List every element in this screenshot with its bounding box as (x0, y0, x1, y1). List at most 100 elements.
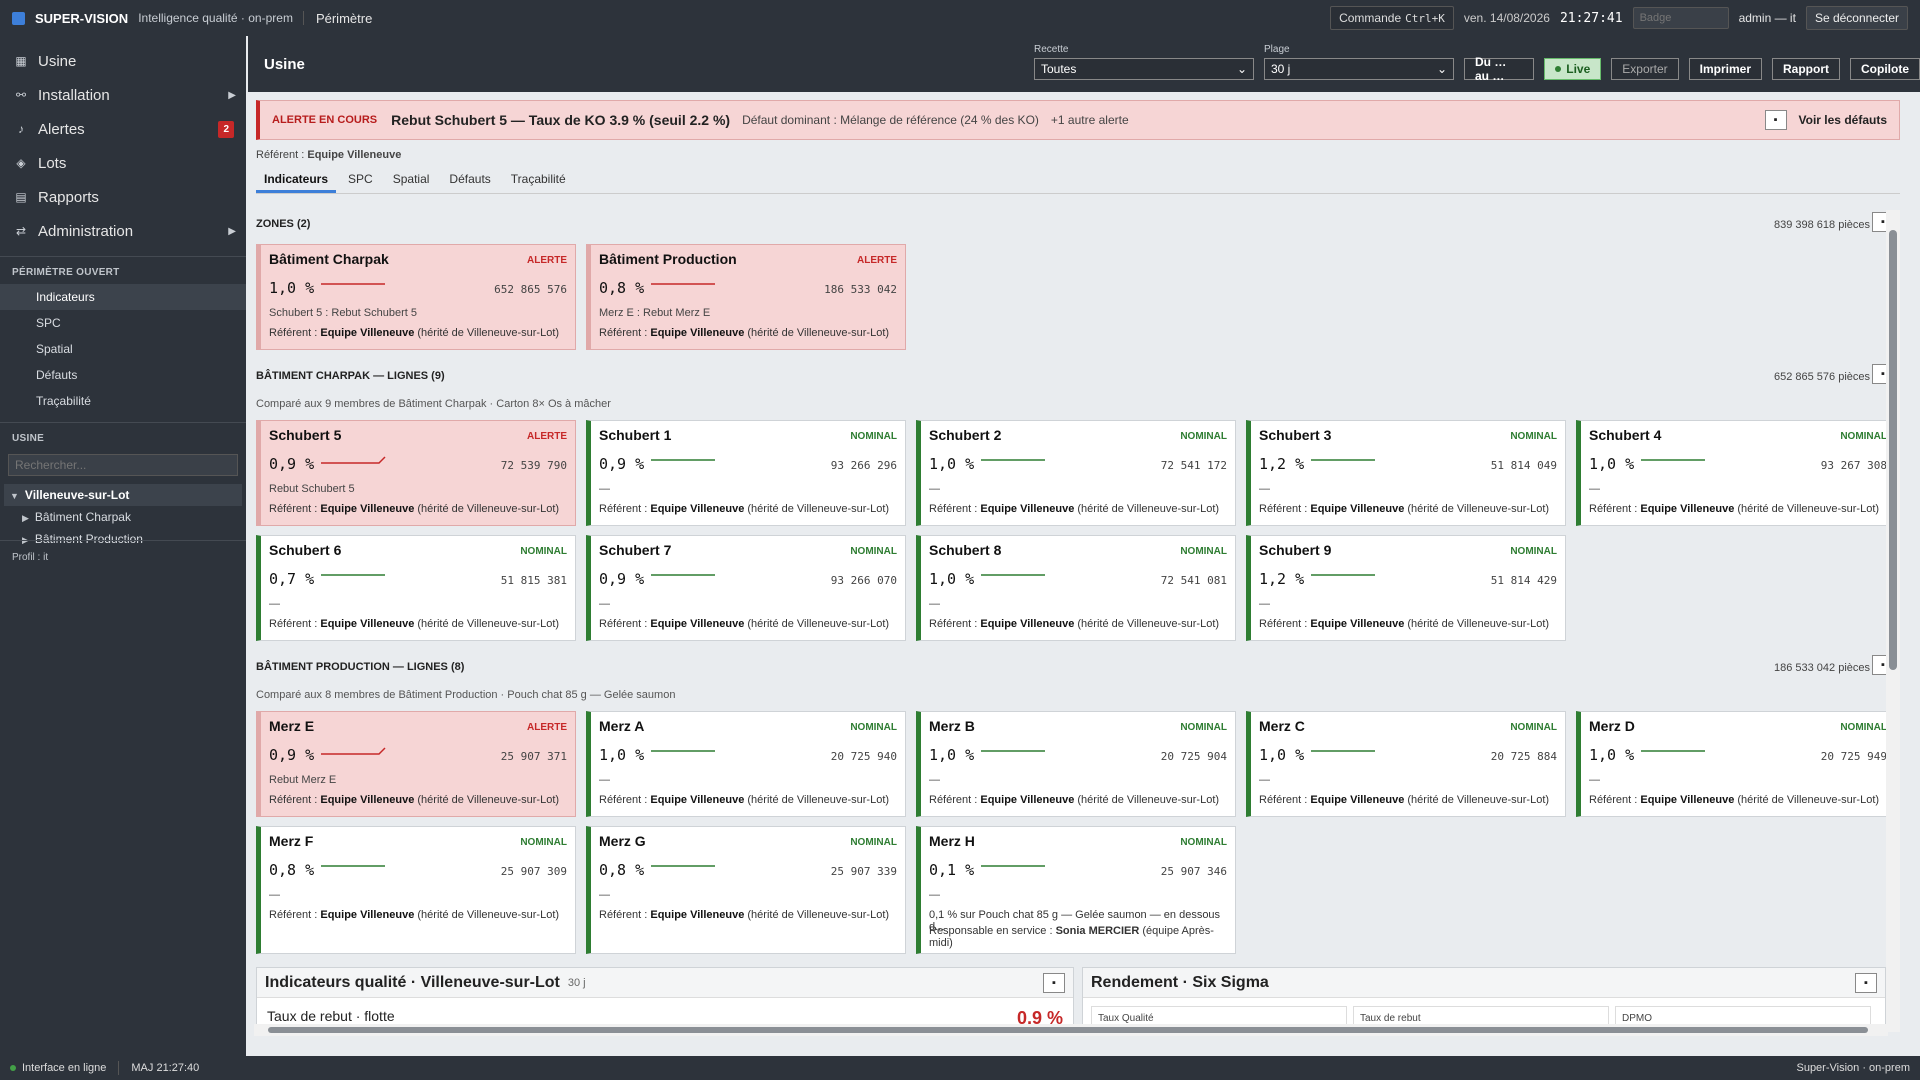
layers-icon: ◈ (16, 156, 26, 170)
line-card[interactable]: Schubert 1 NOMINAL 0,9 % 93 266 296 — Référen… (586, 420, 906, 526)
line-card[interactable]: Merz B NOMINAL 1,0 % 20 725 904 — Référent : … (916, 711, 1236, 817)
bell-icon: ♪ (18, 122, 24, 136)
line-card[interactable]: Merz F NOMINAL 0,8 % 25 907 309 — Référent : … (256, 826, 576, 954)
nav-item-installation[interactable]: ⚯ Installation ▶ (0, 78, 246, 112)
expand-arrow-icon: ▶ (228, 225, 236, 237)
referent-line: Référent : Equipe Villeneuve (256, 149, 401, 161)
line-card[interactable]: Merz H NOMINAL 0,1 % 25 907 346 — 0,1 % sur P… (916, 826, 1236, 954)
export-button[interactable]: Exporter (1611, 58, 1679, 80)
comment-icon[interactable]: ▪ (1764, 110, 1787, 130)
referent-team: Equipe Villeneuve (1310, 503, 1405, 515)
sparkline (981, 574, 1045, 576)
status-badge: ALERTE (857, 255, 897, 266)
referent-label: Référent : (929, 618, 978, 630)
chevron-down-icon: ⌄ (1436, 62, 1447, 76)
status-badge: NOMINAL (1180, 722, 1227, 733)
nav-label: Lots (38, 154, 67, 172)
section-title-production: BÂTIMENT PRODUCTION — LIGNES (8) (256, 661, 465, 673)
line-card[interactable]: Bâtiment Charpak ALERTE 1,0 % 652 865 576 Sc… (256, 244, 576, 350)
line-card[interactable]: Schubert 8 NOMINAL 1,0 % 72 541 081 — Référen… (916, 535, 1236, 641)
card-rate: 1,0 % (1589, 746, 1635, 764)
line-card[interactable]: Merz G NOMINAL 0,8 % 25 907 339 — Référent : … (586, 826, 906, 954)
nav-item-usine[interactable]: ▦ Usine (0, 44, 246, 78)
referent-label: Référent : (1589, 503, 1638, 515)
referent-value: Equipe Villeneuve (307, 149, 402, 161)
referent-label: Référent : (269, 794, 318, 806)
command-label: Commande (1339, 11, 1402, 25)
report-button[interactable]: Rapport (1772, 58, 1840, 80)
card-rate: 0,9 % (599, 570, 645, 588)
status-badge: NOMINAL (1180, 546, 1227, 557)
sidebar-item-defauts[interactable]: Défauts (36, 368, 78, 382)
live-button[interactable]: Live (1544, 58, 1602, 80)
comment-icon[interactable]: ▪ (1855, 972, 1877, 993)
line-card[interactable]: Merz D NOMINAL 1,0 % 20 725 949 — Référent : … (1576, 711, 1896, 817)
nodes-icon: ⚯ (15, 88, 27, 102)
referent-suffix: (hérité de Villeneuve-sur-Lot) (747, 503, 890, 515)
plage-select[interactable]: 30 j ⌄ (1264, 58, 1454, 80)
comment-icon[interactable]: ▪ (1043, 972, 1065, 993)
line-card[interactable]: Merz E ALERTE 0,9 % 25 907 371 Rebut Merz E R… (256, 711, 576, 817)
referent-label: Référent : (269, 327, 318, 339)
referent-team: Equipe Villeneuve (1310, 618, 1405, 630)
plage-label: Plage (1264, 44, 1290, 55)
sparkline (1641, 459, 1705, 461)
copilot-button[interactable]: Copilote (1850, 58, 1920, 80)
view-defects-link[interactable]: Voir les défauts (1798, 113, 1887, 127)
horizontal-scrollbar[interactable] (254, 1024, 1888, 1036)
line-card[interactable]: Schubert 9 NOMINAL 1,2 % 51 814 429 — Référen… (1246, 535, 1566, 641)
referent-label: Référent : (599, 794, 648, 806)
tab-defauts[interactable]: Défauts (449, 172, 491, 186)
recette-value: Toutes (1041, 62, 1077, 76)
sidebar-item-spatial[interactable]: Spatial (36, 342, 73, 356)
card-note: Schubert 5 : Rebut Schubert 5 (269, 307, 417, 319)
perimetre-link[interactable]: Périmètre (315, 10, 373, 26)
logout-button[interactable]: Se déconnecter (1805, 6, 1908, 30)
nav-item-lots[interactable]: ◈ Lots (0, 146, 246, 180)
line-card[interactable]: Schubert 7 NOMINAL 0,9 % 93 266 070 — Référen… (586, 535, 906, 641)
nav-item-alertes[interactable]: ♪ Alertes 2 (0, 112, 246, 146)
referent-suffix: (hérité de Villeneuve-sur-Lot) (1737, 503, 1880, 515)
app-footer-label: Super-Vision · on-prem (1796, 1062, 1910, 1074)
tree-search-input[interactable] (8, 454, 238, 476)
sidebar: ▦ Usine ⚯ Installation ▶ ♪ Alertes 2 ◈ L… (0, 36, 246, 1056)
print-button[interactable]: Imprimer (1688, 58, 1762, 80)
referent-label: Référent : (929, 503, 978, 515)
line-card[interactable]: Schubert 6 NOMINAL 0,7 % 51 815 381 — Référen… (256, 535, 576, 641)
sidebar-item-spc[interactable]: SPC (36, 316, 61, 330)
line-card[interactable]: Merz C NOMINAL 1,0 % 20 725 884 — Référent : … (1246, 711, 1566, 817)
tree-item-charpak[interactable]: ▶ Bâtiment Charpak (0, 506, 246, 528)
card-rate: 0,9 % (269, 746, 315, 764)
alert-more-link[interactable]: +1 autre alerte (1050, 113, 1129, 127)
tab-spc[interactable]: SPC (348, 172, 373, 186)
tab-tracabilite[interactable]: Traçabilité (510, 172, 566, 186)
tab-spatial[interactable]: Spatial (392, 172, 430, 186)
referent-team: Equipe Villeneuve (1640, 794, 1735, 806)
command-palette-button[interactable]: Commande Ctrl+K (1330, 6, 1454, 30)
date-range-button[interactable]: Du … au … (1464, 55, 1535, 83)
line-card[interactable]: Schubert 4 NOMINAL 1,0 % 93 267 308 — Référen… (1576, 420, 1896, 526)
line-card[interactable]: Bâtiment Production ALERTE 0,8 % 186 533 04… (586, 244, 906, 350)
card-rate: 1,2 % (1259, 455, 1305, 473)
line-card[interactable]: Schubert 3 NOMINAL 1,2 % 51 814 049 — Référen… (1246, 420, 1566, 526)
section-title-charpak: BÂTIMENT CHARPAK — LIGNES (9) (256, 370, 445, 382)
badge-input[interactable] (1632, 7, 1729, 29)
tab-indicateurs[interactable]: Indicateurs (256, 168, 337, 193)
referent-team: Equipe Villeneuve (320, 909, 415, 921)
recette-select[interactable]: Toutes ⌄ (1034, 58, 1254, 80)
nav-item-administration[interactable]: ⇄ Administration ▶ (0, 214, 246, 248)
line-card[interactable]: Schubert 2 NOMINAL 1,0 % 72 541 172 — Référen… (916, 420, 1236, 526)
page-header: Usine Recette Toutes ⌄ Plage 30 j ⌄ Du … a… (248, 36, 1920, 92)
line-card[interactable]: Schubert 5 ALERTE 0,9 % 72 539 790 Rebut Sch… (256, 420, 576, 526)
sidebar-item-tracabilite[interactable]: Traçabilité (36, 394, 91, 408)
line-card[interactable]: Merz A NOMINAL 1,0 % 20 725 940 — Référent : … (586, 711, 906, 817)
nav-item-rapports[interactable]: ▤ Rapports (0, 180, 246, 214)
tree-item-production[interactable]: ▶ Bâtiment Production (0, 528, 246, 550)
status-bar: Interface en ligne MAJ 21:27:40 Super-Vi… (0, 1056, 1920, 1080)
vertical-scrollbar[interactable] (1886, 210, 1900, 1032)
tree-item-villeneuve[interactable]: ▼ Villeneuve-sur-Lot (4, 484, 242, 506)
sidebar-item-indicateurs[interactable]: Indicateurs (0, 284, 246, 310)
scrollbar-thumb[interactable] (268, 1027, 1868, 1033)
scrollbar-thumb[interactable] (1889, 230, 1897, 670)
plage-value: 30 j (1271, 62, 1291, 76)
